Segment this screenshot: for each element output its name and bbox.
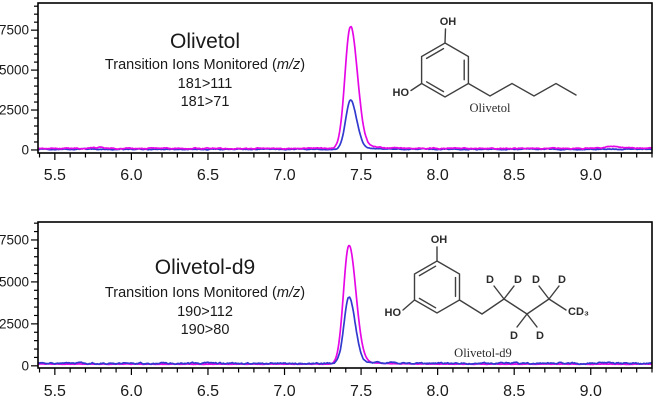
olivetol-d9-annotation: Olivetol-d9 Transition Ions Monitored (m… — [105, 256, 305, 338]
x-tick-label: 8.5 — [503, 167, 525, 184]
d-bond — [493, 285, 505, 300]
plot-frame — [37, 221, 653, 369]
x-tick-label: 6.0 — [120, 167, 142, 184]
deuterium-label: D — [558, 274, 566, 286]
y-tick-label: 2500 — [0, 316, 29, 331]
panel-subtitle: Transition Ions Monitored (m/z) — [105, 285, 305, 301]
x-tick-label: 8.0 — [427, 167, 449, 184]
cd3-label: CD₃ — [568, 306, 589, 318]
ring-double-bond-3 — [418, 265, 437, 277]
structure-caption: Olivetol — [470, 101, 511, 115]
structure-caption: Olivetol-d9 — [454, 346, 512, 360]
y-tick-label: 0 — [21, 142, 29, 157]
panel-title: Olivetol-d9 — [155, 256, 255, 279]
d-bond — [526, 313, 538, 328]
blue-trace — [38, 99, 652, 151]
x-tick-label: 8.5 — [503, 383, 525, 400]
deuterium-label: D — [514, 274, 522, 286]
ho-label: HO — [385, 307, 402, 319]
ring-double-bond-2 — [418, 297, 437, 309]
x-tick-label: 5.5 — [44, 167, 66, 184]
y-tick-label: 5000 — [0, 274, 29, 289]
subtitle-mz: m/z — [277, 285, 301, 301]
ho-bond — [402, 299, 416, 311]
transition-2: 190>80 — [181, 322, 230, 338]
subtitle-mz: m/z — [277, 57, 301, 73]
transition-1: 181>111 — [178, 76, 233, 92]
ring-double-bond-2 — [425, 81, 445, 93]
deuterium-label: D — [536, 330, 544, 342]
magenta-trace — [38, 244, 652, 366]
y-tick-label: 2500 — [0, 103, 29, 118]
ho-bond — [410, 82, 423, 92]
ho-label: HO — [393, 87, 410, 99]
x-tick-label: 8.0 — [427, 383, 449, 400]
transition-2: 181>71 — [181, 94, 230, 110]
y-tick-label: 7500 — [0, 232, 29, 247]
oh-bond — [444, 28, 447, 44]
benzene-ring — [420, 42, 470, 98]
transition-1: 190>112 — [177, 304, 233, 320]
y-tick-label: 5000 — [0, 63, 29, 78]
pentyl-d9-chain — [458, 298, 567, 315]
olivetol-d9-plot-area: 5.5 6.0 6.5 7.0 7.5 8.0 8.5 9.0 0 2500 5000 7500 — [0, 221, 653, 400]
x-tick-label: 7.5 — [350, 167, 372, 184]
olivetol-structure: OH HO Olivetol — [393, 16, 577, 115]
subtitle-suffix: ) — [300, 285, 305, 301]
panel-title: Olivetol — [170, 30, 240, 53]
x-tick-label: 9.0 — [580, 167, 602, 184]
x-tick-label: 9.0 — [580, 383, 602, 400]
panel-subtitle: Transition Ions Monitored (m/z) — [105, 57, 305, 73]
olivetol-annotation: Olivetol Transition Ions Monitored (m/z)… — [105, 30, 305, 110]
deuterium-label: D — [532, 274, 540, 286]
olivetol-d9-structure: OH HO D D D D D D CD₃ Olivetol-d9 — [385, 234, 589, 360]
x-tick-label: 7.5 — [350, 383, 372, 400]
d-bond — [548, 285, 560, 300]
d-bond — [503, 285, 515, 300]
oh-label: OH — [431, 234, 448, 246]
benzene-ring — [413, 260, 461, 314]
subtitle-prefix: Transition Ions Monitored ( — [105, 285, 277, 301]
subtitle-suffix: ) — [300, 57, 305, 73]
plot-frame — [37, 2, 653, 154]
deuterium-label: D — [510, 330, 518, 342]
x-tick-label: 6.0 — [120, 383, 142, 400]
ring-double-bond-3 — [425, 47, 445, 60]
x-tick-label: 7.0 — [273, 167, 295, 184]
deuterium-label: D — [486, 274, 494, 286]
y-tick-label: 7500 — [0, 23, 29, 38]
x-tick-label: 6.5 — [197, 167, 219, 184]
magenta-trace — [38, 25, 652, 150]
x-tick-label: 7.0 — [273, 383, 295, 400]
y-tick-label: 0 — [21, 358, 29, 373]
d-bond — [538, 285, 550, 300]
pentyl-chain — [467, 82, 577, 97]
oh-label: OH — [440, 16, 457, 28]
subtitle-prefix: Transition Ions Monitored ( — [105, 57, 277, 73]
x-tick-label: 5.5 — [44, 383, 66, 400]
olivetol-plot-area: 5.5 6.0 6.5 7.0 7.5 8.0 8.5 9.0 0 2500 5000 7500 — [0, 2, 653, 184]
d-bond — [516, 313, 528, 328]
blue-trace — [38, 296, 652, 366]
x-tick-label: 6.5 — [197, 383, 219, 400]
